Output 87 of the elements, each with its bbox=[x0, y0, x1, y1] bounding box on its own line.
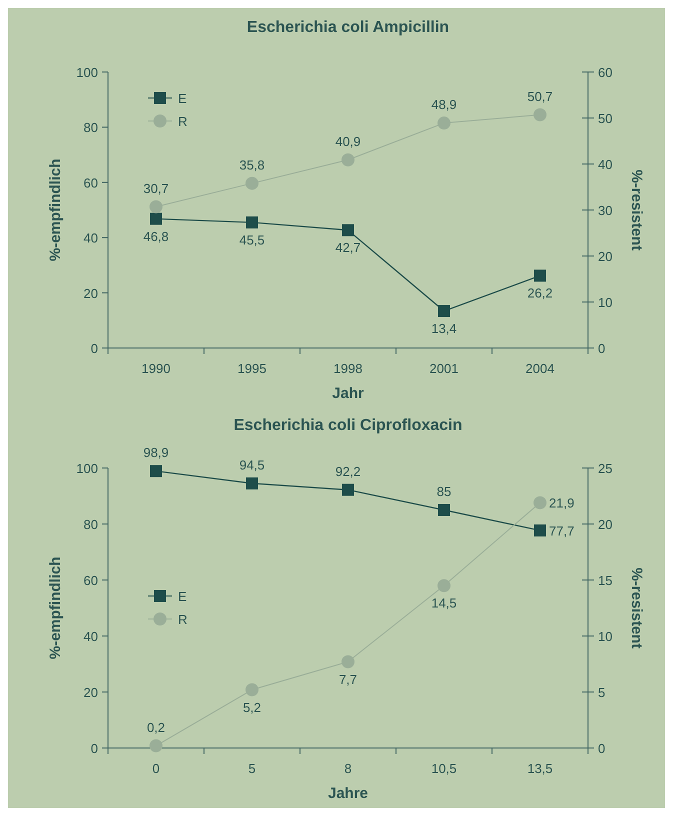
x-axis-title: Jahr bbox=[332, 385, 364, 402]
point bbox=[534, 496, 546, 510]
y2-tick-label: 20 bbox=[598, 517, 612, 532]
point bbox=[438, 579, 450, 592]
y2-tick-label: 30 bbox=[598, 203, 612, 218]
y-tick-label: 80 bbox=[84, 120, 98, 136]
data-label: 45,5 bbox=[239, 232, 265, 248]
point bbox=[438, 305, 450, 318]
data-label: 7,7 bbox=[338, 672, 358, 687]
x-tick-label: 2001 bbox=[430, 361, 458, 376]
y2-tick-label: 50 bbox=[598, 111, 612, 126]
point bbox=[534, 524, 546, 536]
data-label: 30,7 bbox=[143, 180, 169, 196]
chart-title: Escherichia coli Ciprofloxacin bbox=[234, 417, 462, 434]
point bbox=[150, 739, 162, 752]
y2-tick-label: 5 bbox=[598, 685, 606, 700]
point bbox=[342, 153, 354, 166]
y-tick-label: 100 bbox=[76, 65, 98, 80]
x-tick-label: 1990 bbox=[142, 361, 170, 376]
data-label: 35,8 bbox=[239, 157, 265, 172]
point bbox=[342, 484, 354, 496]
y2-axis-title: %-resistent bbox=[628, 170, 645, 250]
y-tick-label: 20 bbox=[84, 685, 98, 700]
y-tick-label: 60 bbox=[84, 573, 98, 588]
x-tick-label: 8 bbox=[344, 761, 352, 776]
y-tick-label: 60 bbox=[84, 175, 98, 190]
data-label: 42,7 bbox=[335, 240, 361, 256]
y2-tick-label: 20 bbox=[598, 249, 612, 264]
data-label: 13,4 bbox=[431, 321, 457, 336]
data-label: 94,5 bbox=[239, 457, 265, 472]
point bbox=[342, 655, 354, 668]
point bbox=[246, 477, 258, 490]
data-label: 0,2 bbox=[146, 720, 166, 735]
x-tick-label: 10,5 bbox=[431, 761, 457, 776]
point bbox=[246, 683, 258, 696]
y2-tick-label: 10 bbox=[598, 295, 612, 310]
point bbox=[438, 116, 450, 130]
legend-label: E bbox=[178, 91, 187, 106]
y-tick-label: 20 bbox=[84, 286, 98, 301]
y-tick-label: 0 bbox=[90, 341, 98, 356]
data-label: 5,2 bbox=[242, 700, 262, 715]
y2-tick-label: 0 bbox=[598, 341, 606, 356]
y-tick-label: 0 bbox=[90, 741, 98, 756]
data-label: 46,8 bbox=[143, 228, 169, 244]
data-label: 85 bbox=[436, 484, 452, 499]
legend-label: E bbox=[178, 589, 187, 604]
data-label: 48,9 bbox=[431, 97, 457, 112]
x-axis-title: Jahre bbox=[328, 785, 368, 802]
data-label: 50,7 bbox=[527, 88, 553, 104]
x-tick-label: 1998 bbox=[334, 361, 362, 376]
data-label: 14,5 bbox=[431, 596, 457, 611]
y2-tick-label: 60 bbox=[598, 65, 612, 80]
legend-label: R bbox=[178, 114, 188, 129]
point bbox=[150, 200, 162, 214]
point bbox=[150, 465, 162, 478]
point bbox=[150, 212, 162, 225]
x-tick-label: 1995 bbox=[238, 361, 266, 376]
data-label: 98,9 bbox=[143, 445, 169, 460]
chart-title: Escherichia coli Ampicillin bbox=[246, 19, 450, 36]
x-tick-label: 2004 bbox=[526, 361, 554, 376]
x-tick-label: 0 bbox=[152, 761, 160, 776]
point bbox=[534, 270, 546, 282]
y2-tick-label: 40 bbox=[598, 157, 612, 172]
y-tick-label: 100 bbox=[76, 461, 98, 476]
y2-tick-label: 10 bbox=[598, 629, 612, 644]
data-label: 92,2 bbox=[335, 464, 361, 479]
y-tick-label: 40 bbox=[84, 629, 98, 644]
point bbox=[246, 176, 258, 190]
point bbox=[534, 108, 546, 122]
x-tick-label: 13,5 bbox=[527, 761, 553, 776]
legend-label: R bbox=[178, 612, 188, 627]
point bbox=[246, 216, 258, 228]
y-axis-title: %-empfindlich bbox=[47, 556, 64, 660]
point bbox=[342, 224, 354, 236]
y2-axis-title: %-resistent bbox=[628, 568, 645, 648]
y-tick-label: 40 bbox=[84, 230, 98, 246]
x-tick-label: 5 bbox=[248, 761, 256, 776]
data-label: 26,2 bbox=[527, 286, 553, 301]
data-label: 40,9 bbox=[335, 134, 361, 149]
point bbox=[438, 504, 450, 516]
y2-tick-label: 15 bbox=[598, 573, 612, 588]
y-tick-label: 80 bbox=[84, 517, 98, 532]
data-label: 77,7 bbox=[549, 523, 574, 538]
y-axis-title: %-empfindlich bbox=[47, 158, 64, 262]
y2-tick-label: 0 bbox=[598, 741, 606, 756]
data-label: 21,9 bbox=[549, 496, 574, 511]
y2-tick-label: 25 bbox=[598, 461, 612, 476]
